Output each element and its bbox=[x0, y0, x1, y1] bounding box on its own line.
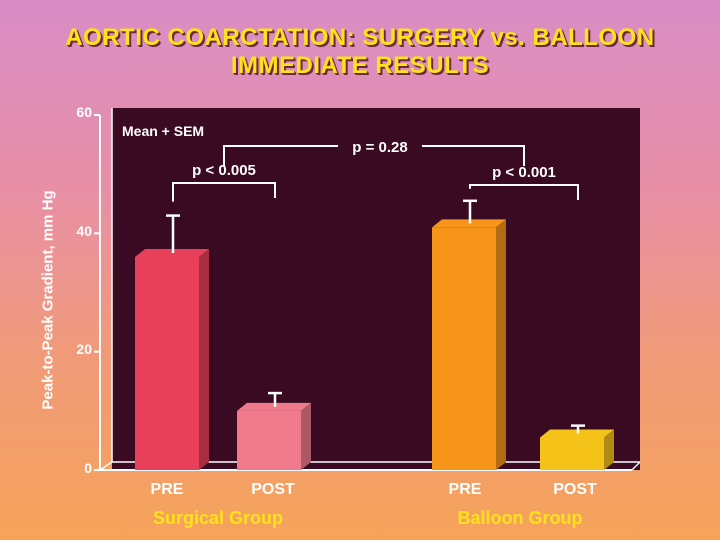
chart-title-line1: AORTIC COARCTATION: SURGERY vs. BALLOON bbox=[65, 24, 655, 51]
p-value-comparison: p = 0.28 bbox=[352, 139, 407, 156]
p-value-balloon: p < 0.001 bbox=[492, 164, 556, 181]
group-label: Surgical Group bbox=[152, 508, 284, 528]
y-tick-label: 20 bbox=[76, 341, 92, 357]
error-bars bbox=[166, 199, 585, 434]
significance-brackets: p < 0.005 p < 0.001 p = 0.28 bbox=[172, 139, 579, 202]
bar-front bbox=[237, 410, 301, 470]
bar-front bbox=[540, 437, 604, 470]
bar bbox=[237, 402, 311, 470]
y-ticks bbox=[94, 114, 100, 471]
bar-side bbox=[199, 249, 209, 470]
x-category-label: PRE bbox=[448, 481, 482, 498]
bar-side bbox=[604, 429, 614, 470]
bracket-comparison-right bbox=[422, 145, 525, 166]
y-tick-label: 40 bbox=[76, 223, 92, 239]
bar bbox=[135, 249, 209, 470]
x-category-label: PRE bbox=[150, 481, 184, 498]
bar bbox=[540, 429, 614, 470]
x-category-label: POST bbox=[251, 481, 295, 498]
p-value-surgical: p < 0.005 bbox=[192, 162, 256, 179]
bracket-balloon bbox=[469, 184, 579, 200]
bar-front bbox=[432, 227, 496, 470]
legend-note: Mean + SEM bbox=[122, 123, 204, 139]
axis-depth-right bbox=[631, 461, 641, 471]
bracket-surgical bbox=[172, 182, 276, 202]
y-tick-label: 60 bbox=[76, 104, 92, 120]
bar bbox=[432, 219, 506, 470]
bar-front bbox=[135, 257, 199, 470]
bar-side bbox=[496, 219, 506, 470]
x-category-label: POST bbox=[553, 481, 597, 498]
y-tick-label: 0 bbox=[84, 460, 92, 476]
plot-area bbox=[112, 108, 640, 470]
axis-depth-line bbox=[99, 461, 113, 471]
group-label: Balloon Group bbox=[457, 508, 583, 528]
bracket-comparison-left bbox=[223, 145, 338, 166]
chart-title-line2: IMMEDIATE RESULTS bbox=[230, 52, 490, 79]
bar-side bbox=[301, 402, 311, 470]
